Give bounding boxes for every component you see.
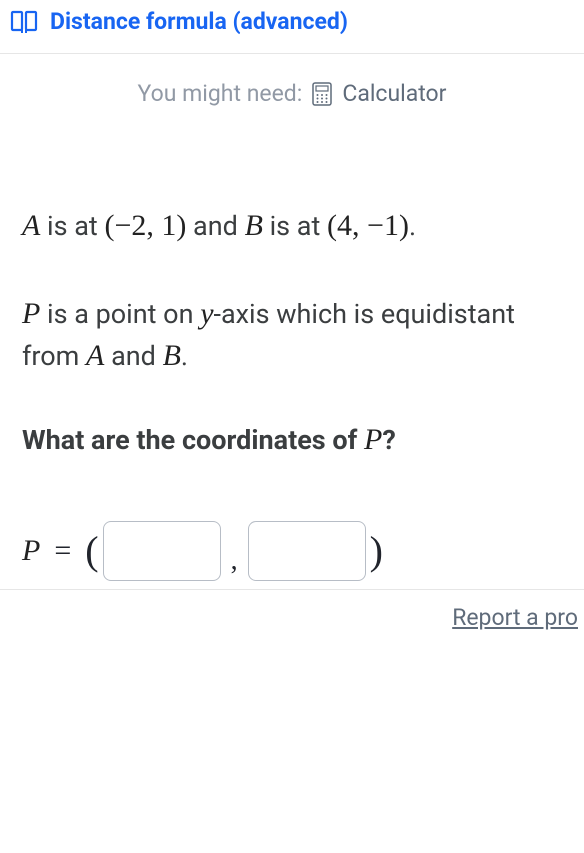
problem-line-1: A is at (−2, 1) and B is at (4, −1). xyxy=(22,205,566,247)
math-coord-b: (4, −1) xyxy=(327,209,409,242)
content: A is at (−2, 1) and B is at (4, −1). P i… xyxy=(0,135,584,589)
book-icon xyxy=(10,10,38,34)
comma: , xyxy=(231,545,238,581)
answer-input-x[interactable] xyxy=(103,521,221,581)
header: Distance formula (advanced) xyxy=(0,0,584,53)
math-var-b2: B xyxy=(163,339,181,372)
equals-sign: = xyxy=(54,534,71,568)
close-paren: ) xyxy=(370,531,383,571)
math-coord-a: (−2, 1) xyxy=(104,209,186,242)
hint-label: You might need: xyxy=(138,80,303,107)
math-var-b: B xyxy=(245,209,263,242)
calculator-label[interactable]: Calculator xyxy=(342,80,446,107)
calculator-icon[interactable] xyxy=(312,82,332,106)
problem-line-2: P is a point on y-axis which is equidist… xyxy=(22,293,566,377)
report-problem-link[interactable]: Report a pro xyxy=(452,604,578,631)
math-var-a: A xyxy=(22,209,40,242)
math-var-a2: A xyxy=(86,339,104,372)
question-text: What are the coordinates of P? xyxy=(22,423,566,457)
math-var-p: P xyxy=(22,297,40,330)
answer-input-y[interactable] xyxy=(248,521,366,581)
footer: Report a pro xyxy=(0,590,584,631)
math-var-y: y xyxy=(200,297,213,330)
answer-var-p: P xyxy=(22,534,40,568)
answer-row: P = ( , ) xyxy=(22,521,566,589)
hint-bar: You might need: Calculator xyxy=(0,54,584,135)
math-var-p-q: P xyxy=(364,423,382,456)
lesson-title-link[interactable]: Distance formula (advanced) xyxy=(50,8,348,35)
open-paren: ( xyxy=(85,531,98,571)
